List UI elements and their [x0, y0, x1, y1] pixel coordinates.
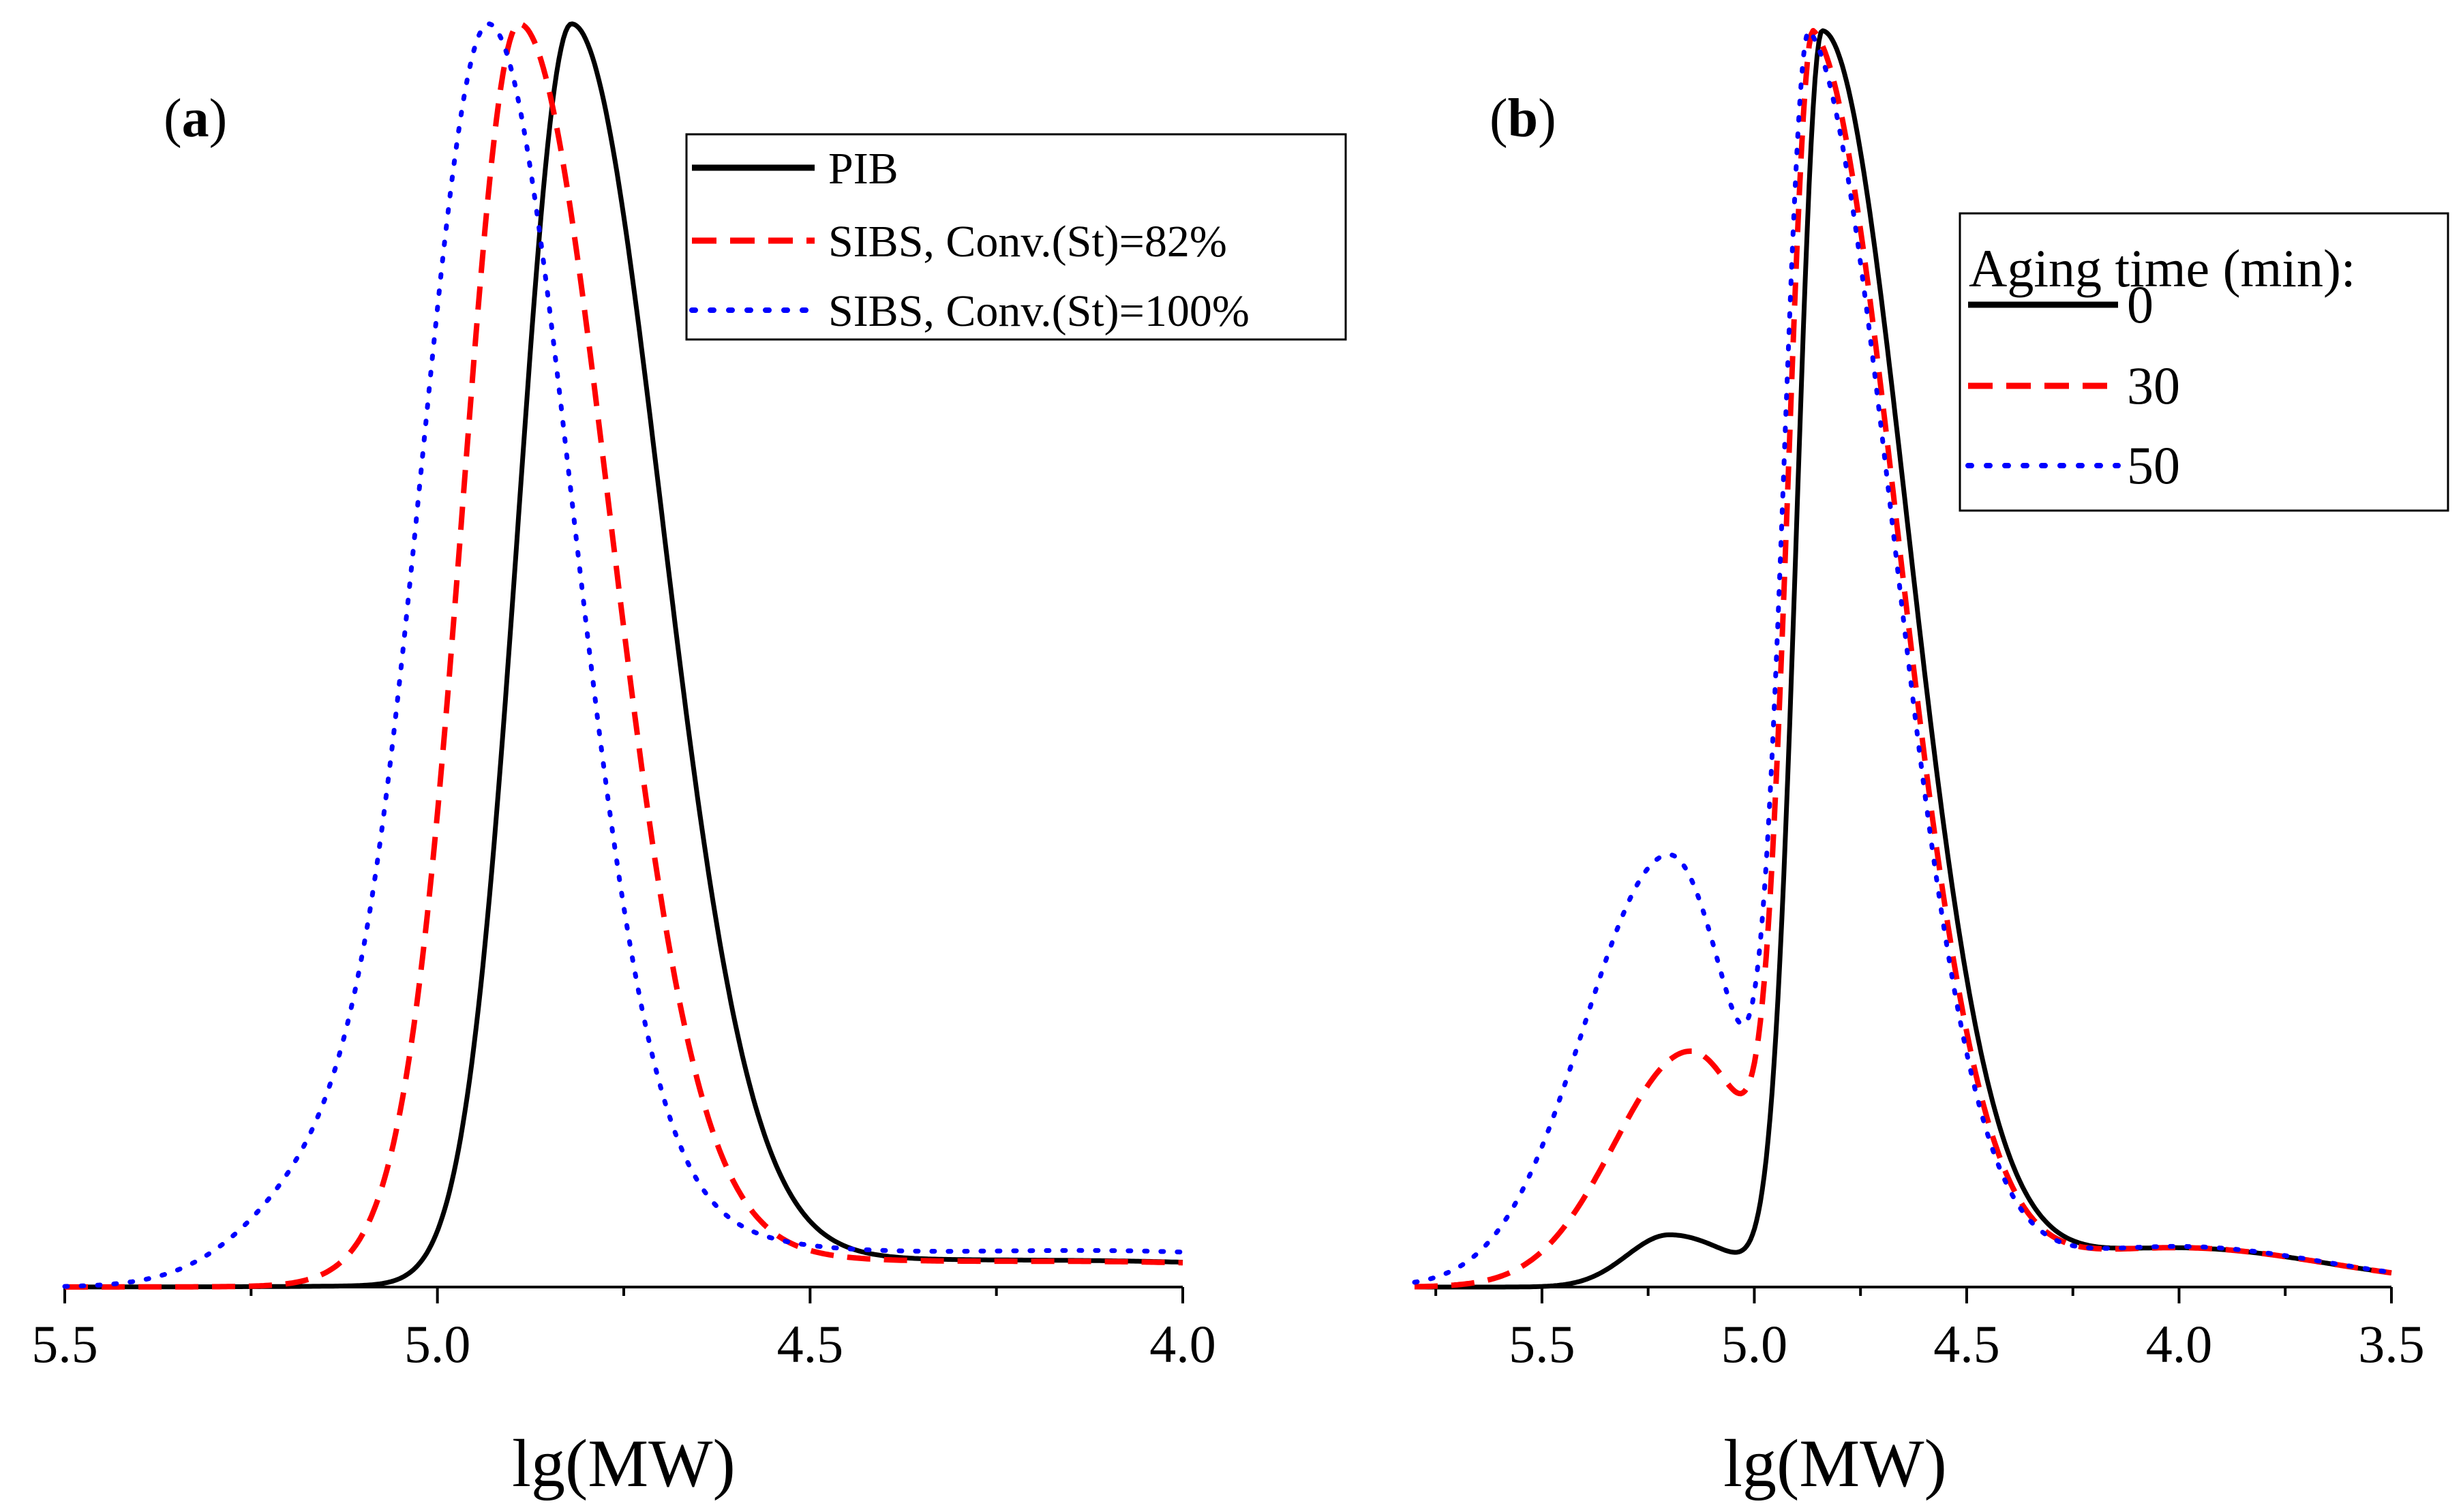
panel-b-tick-label: 5.5 [1509, 1314, 1575, 1374]
panel-a-label: (a) [164, 89, 227, 149]
panel-a-series-line-1 [64, 21, 1183, 1290]
panel-a-curves [62, 21, 1185, 1290]
panel-b-legend: Aging time (min): 0 30 50 [1959, 212, 2449, 512]
panel-b-ticks [1434, 1287, 2393, 1303]
panel-b-chart: (b) 5.5 5.0 4.5 4.0 3.5 lg(MW) Aging tim… [1412, 28, 2449, 1501]
panel-a-tick-label: 4.5 [777, 1314, 844, 1374]
panel-b-legend-label-30: 30 [2127, 356, 2180, 415]
panel-b-legend-label-0: 0 [2127, 275, 2154, 334]
panel-b-tick-label: 4.5 [1933, 1314, 2000, 1374]
panel-b-legend-box [1959, 212, 2449, 512]
panel-a-chart: (a) 5.5 5.0 4.5 4.0 lg(MW) PIB SIBS, Con… [31, 21, 1347, 1501]
panel-b-x-axis-title: lg(MW) [1723, 1425, 1947, 1501]
panel-a-x-axis-title: lg(MW) [512, 1425, 736, 1501]
panel-b-tick-label: 5.0 [1721, 1314, 1788, 1374]
panel-a-series-line-2 [62, 21, 1185, 1289]
panel-a-tick-label: 4.0 [1149, 1314, 1216, 1374]
panel-a-ticks [63, 1287, 1184, 1303]
panel-b-series-line-2 [1412, 28, 2394, 1285]
panel-b-tick-label: 3.5 [2358, 1314, 2425, 1374]
panel-a-tick-label: 5.5 [31, 1314, 98, 1374]
panel-a-legend-label-sibs-100: SIBS, Conv.(St)=100% [828, 286, 1250, 336]
panel-b-tick-label: 4.0 [2146, 1314, 2213, 1374]
panel-a-legend: PIB SIBS, Conv.(St)=82% SIBS, Conv.(St)=… [685, 133, 1347, 341]
panel-a-tick-label: 5.0 [404, 1314, 471, 1374]
panel-b-label: (b) [1490, 89, 1556, 149]
panel-b-series-line-1 [1413, 28, 2393, 1290]
panel-a-legend-label-pib: PIB [828, 144, 898, 194]
panel-b-legend-label-50: 50 [2127, 436, 2180, 495]
panel-a-legend-label-sibs-82: SIBS, Conv.(St)=82% [828, 217, 1227, 267]
panel-b-legend-title: Aging time (min): [1969, 239, 2356, 298]
panel-b-curves [1412, 28, 2394, 1290]
